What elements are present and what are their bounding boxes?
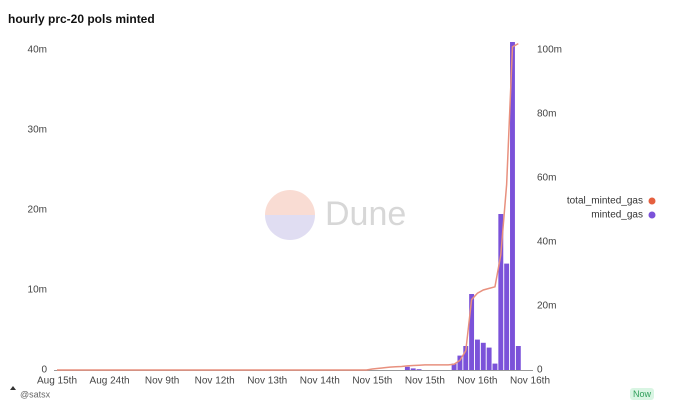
bar bbox=[492, 363, 498, 370]
bar bbox=[404, 366, 410, 370]
line bbox=[57, 42, 519, 371]
badge-bg bbox=[630, 388, 654, 400]
bar bbox=[416, 369, 422, 370]
x-tick-label: Aug 24th bbox=[90, 376, 130, 387]
y2-tick-label: 60m bbox=[537, 173, 556, 184]
bar bbox=[510, 42, 515, 370]
watermark-logo-bottom bbox=[265, 215, 315, 240]
watermark-text: Dune bbox=[325, 195, 406, 233]
bar bbox=[515, 346, 521, 370]
bar bbox=[457, 355, 463, 370]
x-tick-label: Nov 14th bbox=[300, 376, 340, 387]
y-tick-label: 40m bbox=[28, 45, 47, 56]
x-tick-label: Nov 13th bbox=[247, 376, 287, 387]
bar bbox=[498, 214, 504, 370]
y2-tick-label: 40m bbox=[537, 237, 556, 248]
bar bbox=[504, 263, 510, 370]
watermark-logo-top bbox=[265, 190, 315, 215]
bar bbox=[469, 294, 475, 370]
badge: Now bbox=[633, 389, 652, 399]
bar bbox=[480, 342, 486, 370]
legend-label: minted_gas bbox=[591, 210, 643, 221]
legend-swatch bbox=[648, 211, 656, 219]
legend-label: total_minted_gas bbox=[567, 196, 643, 207]
author: @satsx bbox=[20, 389, 51, 399]
y2-tick-label: 0 bbox=[537, 365, 543, 376]
legend-swatch bbox=[648, 197, 656, 205]
y-tick-label: 0 bbox=[41, 365, 47, 376]
bar bbox=[474, 339, 480, 370]
x-tick-label: Nov 16th bbox=[457, 376, 497, 387]
author-icon bbox=[10, 386, 16, 390]
x-tick-label: Nov 16th bbox=[510, 376, 550, 387]
x-tick-label: Aug 15th bbox=[37, 376, 77, 387]
y2-tick-label: 20m bbox=[537, 301, 556, 312]
bar bbox=[410, 368, 416, 370]
x-tick-label: Nov 9th bbox=[145, 376, 179, 387]
y-tick-label: 10m bbox=[28, 285, 47, 296]
watermark: Dune bbox=[265, 190, 406, 240]
chart-title: hourly prc-20 pols minted bbox=[8, 12, 155, 26]
y2-tick-label: 100m bbox=[537, 45, 562, 56]
y2-tick-label: 80m bbox=[537, 109, 556, 120]
y-tick-label: 20m bbox=[28, 205, 47, 216]
x-tick-label: Nov 15th bbox=[352, 376, 392, 387]
x-tick-label: Nov 15th bbox=[405, 376, 445, 387]
bar bbox=[486, 347, 492, 370]
bar bbox=[451, 363, 457, 370]
bar bbox=[463, 346, 469, 370]
x-tick-label: Nov 12th bbox=[195, 376, 235, 387]
y-tick-label: 30m bbox=[28, 125, 47, 136]
